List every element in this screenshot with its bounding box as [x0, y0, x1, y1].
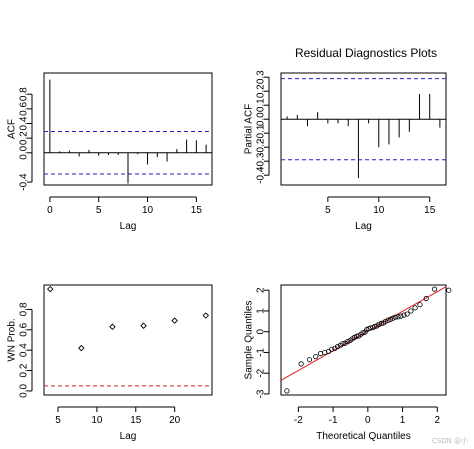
acf-y-tick-label: 0.0	[19, 145, 30, 159]
acf-x-tick-label: 15	[191, 205, 203, 216]
qq-point	[423, 295, 429, 302]
qq-point	[335, 344, 341, 350]
acf-panel: 0 5 10 15 -0.4 0.00.20.40.60.8 Lag ACF	[7, 72, 213, 232]
qq-x-tick-label: -2	[294, 415, 303, 426]
qq-panel: -2 -1 0 1 2 -3 -2 -1 0 1 2 Theoretical Quantiles Sam…	[244, 284, 452, 442]
wn-point	[202, 312, 210, 319]
wn-point	[171, 317, 178, 324]
wn-y-axis-label: WN Prob.	[7, 318, 18, 361]
acf-y-tick-label: 0.6	[19, 101, 30, 115]
wn-frame	[43, 284, 213, 396]
qq-y-tick-label: 1	[256, 308, 267, 314]
pacf-y-tick-label: -0.4	[256, 166, 267, 184]
pacf-frame	[280, 72, 447, 186]
wn-y-tick-label: 0.8	[19, 302, 30, 316]
acf-y-tick-label: -0.4	[19, 173, 30, 191]
qq-x-tick-label: -1	[329, 415, 338, 426]
qq-point	[360, 330, 366, 336]
pacf-x-tick-label: 5	[325, 205, 331, 216]
acf-y-axis-label: ACF	[7, 119, 18, 139]
qq-point	[372, 323, 378, 330]
qq-y-tick-label: -3	[256, 389, 267, 398]
pacf-y-tick-label: 0.1	[256, 98, 267, 112]
acf-x-tick-label: 10	[142, 205, 154, 216]
wn-x-axis-label: Lag	[120, 431, 137, 442]
qq-x-tick-label: 0	[365, 415, 371, 426]
figure-title: Residual Diagnostics Plots	[295, 46, 437, 60]
wn-point	[46, 285, 54, 293]
acf-y-tick-label: 0.8	[19, 87, 30, 101]
wn-x-tick-label: 20	[169, 415, 181, 426]
wn-x-tick-label: 5	[55, 415, 61, 426]
acf-x-axis-label: Lag	[120, 221, 137, 232]
pacf-y-tick-label: -0.2	[256, 138, 267, 156]
qq-point	[313, 354, 319, 360]
pacf-y-tick-label: 0.2	[256, 84, 267, 98]
qq-point	[446, 287, 452, 293]
acf-y-tick-label: 0.2	[19, 131, 30, 145]
qq-point	[340, 341, 346, 347]
pacf-x-axis-label: Lag	[355, 221, 372, 232]
pacf-y-axis-label: Partial ACF	[244, 104, 255, 155]
qq-point	[398, 313, 404, 319]
qq-point	[387, 316, 394, 322]
qq-point	[412, 305, 418, 311]
qq-point	[385, 317, 391, 323]
qq-point	[401, 312, 407, 318]
wn-x-tick-label: 15	[130, 415, 142, 426]
qq-y-axis-label: Sample Quantiles	[244, 301, 255, 380]
acf-y-tick-label: 0.4	[19, 116, 30, 130]
qq-point	[378, 320, 384, 326]
wn-x-tick-label: 10	[91, 415, 103, 426]
qq-y-tick-label: -1	[256, 348, 267, 357]
wn-panel: 5 10 15 20 0.0 0.2 0.4 0.6 0.8 Lag WN Prob.	[7, 284, 213, 442]
qq-point	[284, 388, 290, 394]
qq-point	[392, 314, 398, 320]
wn-y-tick-label: 0.6	[19, 322, 30, 336]
qq-point	[354, 333, 360, 339]
wn-y-tick-label: 0.0	[19, 384, 30, 398]
qq-point	[345, 339, 351, 345]
acf-x-tick-label: 5	[96, 205, 102, 216]
qq-point	[376, 321, 382, 328]
pacf-x-tick-label: 10	[373, 205, 385, 216]
wn-y-tick-label: 0.2	[19, 363, 30, 377]
qq-x-tick-label: 1	[400, 415, 406, 426]
qq-y-tick-label: -2	[256, 368, 267, 377]
qq-point	[417, 302, 423, 308]
qq-point	[332, 345, 338, 351]
qq-point	[329, 346, 335, 352]
qq-point	[404, 311, 410, 317]
wn-y-tick-label: 0.4	[19, 343, 30, 357]
wn-point	[109, 323, 116, 330]
pacf-y-tick-label: -0.3	[256, 152, 267, 170]
wn-point	[78, 344, 85, 352]
pacf-x-tick-label: 15	[424, 205, 436, 216]
pacf-y-tick-label: 0.0	[256, 112, 267, 126]
qq-point	[431, 286, 438, 292]
qq-point	[351, 334, 357, 341]
qq-frame	[280, 284, 447, 396]
qq-point	[408, 308, 414, 314]
qq-x-axis-label: Theoretical Quantiles	[316, 431, 411, 442]
pacf-y-tick-label: -0.1	[256, 124, 267, 142]
acf-frame	[43, 72, 213, 186]
qq-point	[395, 314, 401, 320]
qq-point	[317, 350, 324, 357]
qq-y-tick-label: 0	[256, 328, 267, 334]
qq-x-tick-label: 2	[435, 415, 441, 426]
wn-point	[140, 322, 147, 329]
acf-x-tick-label: 0	[47, 205, 53, 216]
qq-point	[306, 357, 313, 363]
pacf-panel: 5 10 15 -0.4-0.3-0.2-0.10.00.10.20.3 Lag Part…	[244, 70, 447, 232]
qq-y-tick-label: 2	[256, 287, 267, 293]
qq-point	[390, 315, 396, 321]
qq-point	[298, 361, 304, 367]
watermark: CSDN @小	[432, 436, 468, 445]
pacf-y-tick-label: 0.3	[256, 70, 267, 84]
qq-point	[382, 318, 389, 324]
